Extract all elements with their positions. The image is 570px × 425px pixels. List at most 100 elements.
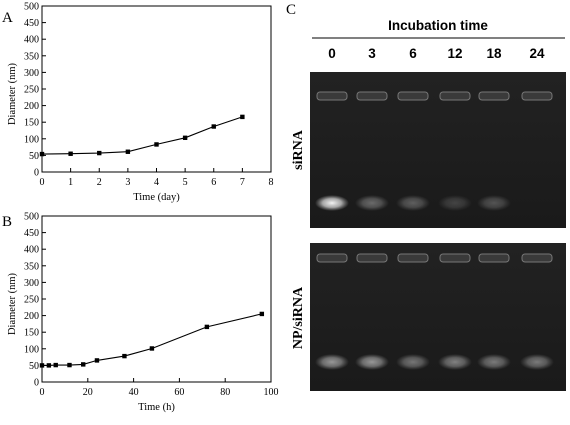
chart-a-x-tick-label: 8 [269,177,274,188]
chart-a-x-tick-label: 7 [240,177,245,188]
gel-band [396,354,430,370]
chart-a-series-line [41,116,243,155]
gel-band [477,354,511,370]
chart-b-y-tick-label: 250 [24,295,39,306]
chart-a-data-point [39,151,45,157]
chart-a-x-axis-label: Time (day) [133,192,180,203]
chart-a-x-tick-label: 2 [97,177,102,188]
chart-b-y-tick-label: 150 [24,328,39,339]
gel-well [439,91,471,101]
gel-band [520,354,554,370]
chart-a-y-tick-label: 350 [24,51,39,62]
chart-a-data-point [68,151,73,156]
chart-a: 0 1 2 3 4 5 6 7 8 0 50 100 150 200 250 300 350 400 450 500 T… [7,2,274,204]
gel-panel: Incubation time 0 3 6 12 18 24 siRNA NP/siRNA [291,18,566,391]
chart-b-data-point [53,362,58,368]
gel-title: Incubation time [388,18,488,33]
chart-b-x-tick-label: 100 [264,387,279,398]
gel-band [355,354,389,370]
chart-b-x-tick-label: 60 [174,387,184,398]
chart-b-y-tick-label: 350 [24,261,39,272]
chart-b-data-point [149,346,155,351]
chart-b-y-tick-label: 450 [24,228,39,239]
chart-a-y-tick-label: 300 [24,68,39,79]
chart-a-x-tick-label: 1 [68,177,73,188]
gel-band [315,354,349,370]
chart-b-data-point [94,358,100,363]
chart-a-x-tick-label: 0 [40,177,45,188]
chart-b-x-tick-label: 80 [220,387,230,398]
panel-letter-b: B [2,214,12,230]
gel-well [397,253,429,263]
chart-a-y-tick-label: 100 [24,134,39,145]
chart-b: 0 20 40 60 80 100 0 50 100 150 200 250 300 350 400 450 5… [7,212,279,414]
chart-a-y-tick-label: 200 [24,101,39,112]
chart-a-data-point [240,114,245,120]
chart-b-data-point [81,362,86,367]
chart-a-x-tick-label: 3 [125,177,130,188]
gel-band [396,195,430,211]
gel-band [477,195,511,211]
chart-b-data-point [46,363,52,368]
chart-b-data-point [122,353,127,359]
chart-a-x-tick-label: 6 [211,177,216,188]
lane-labels: 0 3 6 12 18 24 [328,46,545,61]
chart-a-x-tick-label: 4 [154,177,159,188]
chart-b-y-axis-label: Diameter (nm) [7,272,18,335]
gel-background [310,243,566,391]
panel-letter-c: C [286,2,296,18]
panel-letter-a: A [2,10,13,26]
chart-b-y-tick-label: 50 [29,361,39,372]
gel-well [521,91,553,101]
chart-b-y-tick-label: 400 [24,245,39,256]
chart-a-data-point [97,150,102,156]
chart-a-data-point [154,142,159,147]
gel-well [397,91,429,101]
chart-b-x-tick-label: 20 [83,387,93,398]
chart-b-y-tick-label: 0 [34,378,39,389]
chart-b-y-tick-label: 500 [24,212,39,223]
gel-well [316,253,348,263]
chart-b-data-point [204,324,210,330]
gel-well [439,253,471,263]
chart-b-x-axis-label: Time (h) [138,402,175,413]
lane-label: 24 [529,46,545,61]
chart-b-y-tick-label: 100 [24,344,39,355]
chart-a-y-tick-label: 0 [34,168,39,179]
gel-row-label: siRNA [291,129,306,170]
chart-b-x-tick-label: 40 [129,387,139,398]
chart-a-y-tick-label: 50 [29,151,39,162]
gel-band [355,195,389,211]
chart-a-y-tick-label: 250 [24,85,39,96]
chart-a-y-axis-label: Diameter (nm) [7,62,18,125]
chart-a-plot-frame [41,5,272,173]
chart-a-y-tick-label: 450 [24,18,39,29]
lane-label: 3 [368,46,376,61]
lane-label: 12 [447,46,462,61]
lane-label: 6 [409,46,417,61]
chart-a-data-point [125,149,131,154]
chart-b-series-line [42,313,262,366]
gel-well [521,253,553,263]
gel-band [438,354,472,370]
lane-label: 0 [328,46,336,61]
gel-row: NP/siRNA [291,243,566,391]
gel-row: siRNA [291,72,566,228]
chart-b-data-point [259,311,265,317]
chart-b-x-tick-label: 0 [40,387,45,398]
chart-a-data-point [211,124,216,129]
chart-a-y-tick-label: 150 [24,118,39,129]
gel-well [478,253,510,263]
chart-a-x-tick-label: 5 [183,177,188,188]
chart-a-data-point [182,135,188,141]
chart-b-plot-frame [41,215,272,383]
gel-well [316,91,348,101]
gel-well [356,253,388,263]
chart-b-data-point [39,363,45,368]
gel-row-label: NP/siRNA [291,286,306,349]
gel-band [315,195,349,211]
chart-a-y-tick-label: 400 [24,35,39,46]
lane-label: 18 [486,46,502,61]
chart-a-y-tick-label: 500 [24,2,39,13]
